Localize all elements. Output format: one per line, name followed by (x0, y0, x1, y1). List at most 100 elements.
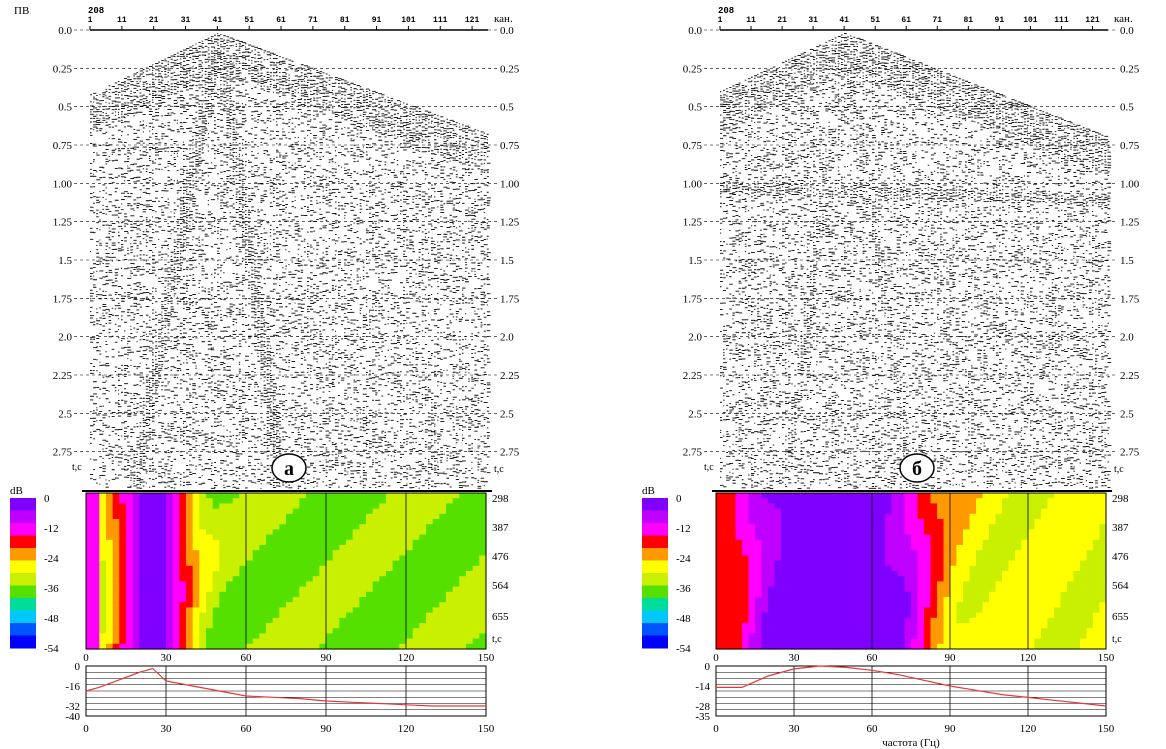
heatmap-cell (911, 623, 919, 629)
heatmap-cell (735, 534, 743, 541)
heatmap-cell (956, 560, 964, 567)
heatmap-cell (406, 529, 414, 536)
heatmap-cell (761, 524, 769, 530)
heatmap-cell (943, 571, 951, 577)
heatmap-cell (761, 638, 769, 645)
heatmap-cell (846, 508, 854, 515)
heatmap-cell (1028, 565, 1036, 572)
heatmap-cell (1086, 617, 1094, 624)
heatmap-cell (807, 607, 815, 614)
heatmap-cell (186, 529, 194, 536)
heatmap-cell (346, 597, 354, 603)
heatmap-cell (937, 555, 945, 562)
time-tick-left: 0.0 (688, 25, 702, 37)
heatmap-cell (119, 529, 127, 536)
heatmap-cell (192, 493, 200, 499)
spectrum-y-tick: 0 (705, 661, 711, 673)
colorbar-swatch (642, 573, 668, 586)
heatmap-cell (1041, 638, 1049, 645)
heatmap-cell (359, 586, 367, 593)
heatmap-cell (755, 524, 763, 530)
heatmap-cell (319, 498, 327, 504)
heatmap-cell (466, 643, 474, 650)
heatmap-cell (166, 633, 174, 640)
heatmap-cell (419, 524, 427, 530)
heatmap-cell (878, 550, 886, 556)
heatmap-cell (813, 493, 821, 499)
heatmap-cell (891, 519, 899, 525)
heatmap-cell (239, 503, 247, 510)
heatmap-cell (272, 591, 280, 598)
heatmap-cell (748, 565, 756, 572)
spectrogram-x-tick: 90 (945, 652, 957, 664)
heatmap-cell (86, 565, 94, 572)
heatmap-cell (239, 607, 247, 614)
heatmap-cell (179, 519, 187, 525)
heatmap-cell (852, 597, 860, 603)
heatmap-cell (729, 529, 737, 536)
heatmap-cell (891, 534, 899, 541)
heatmap-cell (722, 602, 730, 608)
heatmap-cell (106, 539, 114, 546)
heatmap-cell (1060, 529, 1068, 536)
heatmap-cell (839, 560, 847, 567)
colorbar-swatch (10, 548, 36, 561)
heatmap-cell (807, 581, 815, 588)
colorbar-tick-label: -48 (44, 613, 59, 625)
heatmap-cell (1041, 571, 1049, 577)
colorbar-tick-label: -54 (676, 643, 691, 655)
heatmap-cell (86, 612, 94, 619)
heatmap-cell (761, 519, 769, 525)
heatmap-cell (266, 560, 274, 567)
heatmap-cell (119, 524, 127, 530)
heatmap-cell (92, 576, 100, 582)
spectrum-y-tick: -35 (695, 711, 710, 723)
heatmap-cell (904, 565, 912, 572)
heatmap-cell (472, 503, 480, 510)
heatmap-cell (292, 581, 300, 588)
heatmap-cell (406, 628, 414, 634)
heatmap-cell (146, 602, 154, 608)
heatmap-cell (839, 571, 847, 577)
heatmap-cell (332, 513, 340, 520)
spectrogram-right-tick: 476 (1112, 551, 1129, 563)
heatmap-cell (179, 503, 187, 510)
heatmap-cell (865, 534, 873, 541)
heatmap-cell (279, 524, 287, 530)
heatmap-cell (878, 565, 886, 572)
spectrum-line (85, 667, 486, 707)
heatmap-cell (206, 513, 214, 520)
heatmap-cell (1021, 643, 1029, 650)
heatmap-cell (326, 597, 334, 603)
heatmap-cell (742, 565, 750, 572)
heatmap-cell (372, 524, 380, 530)
heatmap-cell (419, 539, 427, 546)
heatmap-cell (246, 508, 254, 515)
heatmap-cell (748, 503, 756, 510)
heatmap-cell (92, 503, 100, 510)
heatmap-cell (152, 560, 160, 567)
heatmap-cell (106, 586, 114, 593)
heatmap-cell (820, 550, 828, 556)
heatmap-cell (186, 534, 194, 541)
heatmap-cell (126, 519, 134, 525)
heatmap-cell (439, 555, 447, 562)
heatmap-cell (917, 643, 925, 650)
heatmap-cell (219, 508, 227, 515)
heatmap-cell (787, 602, 795, 608)
heatmap-cell (419, 643, 427, 650)
heatmap-cell (186, 581, 194, 588)
heatmap-cell (846, 529, 854, 536)
heatmap-cell (139, 612, 147, 619)
heatmap-cell (1080, 550, 1088, 556)
heatmap-cell (878, 581, 886, 588)
heatmap-cell (904, 555, 912, 562)
heatmap-cell (859, 643, 867, 650)
heatmap-cell (995, 602, 1003, 608)
heatmap-cell (92, 633, 100, 640)
heatmap-cell (729, 498, 737, 504)
heatmap-cell (186, 607, 194, 614)
heatmap-cell (312, 586, 320, 593)
heatmap-cell (1021, 550, 1029, 556)
heatmap-cell (199, 586, 207, 593)
